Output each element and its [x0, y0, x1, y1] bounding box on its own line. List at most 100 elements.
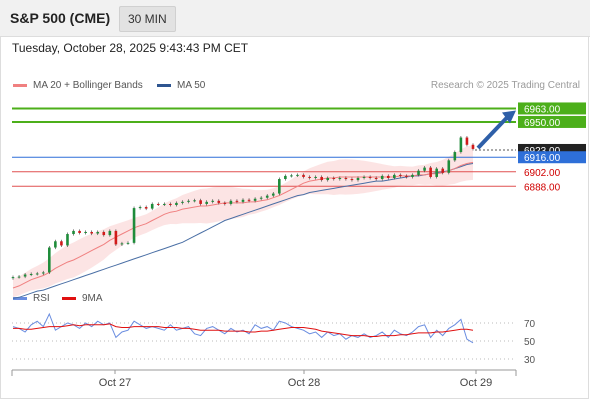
candle-23	[150, 203, 154, 209]
rsi-tick-1: 50	[524, 337, 536, 348]
level-label-3: 6902.00	[524, 168, 561, 179]
candle-65	[405, 175, 408, 177]
level-tag-0: 6963.00	[524, 104, 561, 115]
candle-13	[90, 231, 93, 234]
candle-27	[175, 202, 178, 205]
candle-60	[374, 177, 378, 180]
candle-0	[11, 277, 15, 279]
candle-31	[199, 200, 202, 204]
candle-29	[187, 200, 190, 202]
symbol-title: S&P 500 (CME)	[10, 10, 111, 26]
candle-5	[41, 272, 45, 274]
x-tick-label-2: Oct 29	[460, 377, 492, 389]
candle-64	[399, 174, 402, 176]
level-tag-bg-2	[518, 151, 586, 164]
candle-17	[114, 230, 118, 245]
rsi-ma-line	[13, 323, 474, 337]
candle-67	[417, 170, 420, 175]
candle-39	[247, 199, 251, 201]
projection-arrow-shaft	[476, 115, 510, 150]
candle-48	[302, 174, 305, 177]
candle-22	[144, 207, 148, 209]
candle-19	[126, 242, 130, 244]
candle-73	[453, 152, 457, 161]
candle-42	[265, 195, 269, 198]
x-tick-label-1: Oct 28	[288, 377, 320, 389]
candle-3	[29, 273, 33, 275]
candle-11	[78, 230, 81, 233]
candle-56	[350, 179, 354, 181]
candle-50	[314, 176, 317, 178]
candle-57	[356, 177, 360, 181]
candle-4	[35, 273, 39, 275]
candle-14	[96, 231, 100, 234]
candle-1	[17, 276, 21, 278]
candle-41	[259, 197, 263, 199]
rsi-swatch	[13, 297, 27, 300]
x-tick-label-0: Oct 27	[99, 377, 131, 389]
candle-53	[332, 177, 336, 180]
candle-10	[72, 230, 75, 235]
rsi-label: RSI	[33, 293, 50, 304]
candle-46	[290, 175, 293, 177]
candle-40	[253, 198, 257, 201]
ma50-label: MA 50	[177, 80, 206, 91]
projection-arrow-head	[502, 110, 516, 124]
candle-2	[23, 274, 27, 277]
candle-15	[102, 231, 106, 236]
candle-49	[308, 176, 311, 178]
ma50-line	[12, 163, 474, 299]
rsi-line	[12, 312, 474, 344]
candle-20	[132, 208, 136, 243]
candle-58	[362, 176, 366, 178]
candle-25	[163, 203, 166, 205]
candle-51	[320, 176, 323, 181]
legend-ma50: MA 50	[157, 80, 205, 91]
chart-header: S&P 500 (CME) 30 MIN	[0, 0, 590, 37]
candle-43	[271, 193, 275, 196]
research-credit: Research © 2025 Trading Central	[430, 80, 580, 91]
candle-61	[380, 175, 384, 180]
candle-59	[368, 176, 372, 178]
candle-26	[169, 203, 172, 205]
level-tag-1: 6950.00	[524, 118, 561, 129]
candle-71	[441, 168, 445, 173]
legend-ma20: MA 20 + Bollinger Bands	[13, 80, 143, 91]
ma20-label: MA 20 + Bollinger Bands	[33, 80, 143, 91]
candle-28	[181, 201, 184, 203]
candle-68	[423, 167, 426, 171]
candle-70	[435, 168, 438, 177]
candle-8	[60, 241, 63, 246]
rsi-ma-swatch	[62, 297, 76, 300]
candle-72	[447, 160, 451, 173]
candle-9	[66, 234, 69, 246]
legend-rsi-ma: 9MA	[62, 293, 103, 304]
bollinger-band-area	[13, 144, 473, 298]
candle-12	[84, 231, 87, 233]
ma50-swatch	[157, 84, 171, 87]
candle-24	[156, 203, 160, 205]
candle-55	[344, 177, 348, 180]
candle-66	[411, 174, 414, 177]
ma20-swatch	[13, 84, 27, 87]
candle-63	[393, 174, 396, 178]
timestamp: Tuesday, October 28, 2025 9:43:43 PM CET	[12, 41, 249, 55]
candle-16	[108, 230, 112, 236]
candle-47	[296, 174, 299, 176]
level-tag-bg-1	[518, 115, 586, 128]
level-tag-2: 6916.00	[524, 153, 561, 164]
candle-44	[278, 179, 281, 194]
candle-62	[386, 175, 390, 178]
candle-18	[120, 243, 124, 245]
candle-38	[241, 199, 245, 202]
candle-45	[284, 175, 287, 180]
rsi-tick-2: 30	[524, 355, 536, 366]
candle-34	[217, 200, 221, 203]
candle-6	[48, 247, 51, 273]
chart-frame	[0, 36, 589, 399]
timeframe-button[interactable]: 30 MIN	[119, 6, 176, 32]
candle-54	[338, 177, 342, 180]
rsi-ma-label: 9MA	[82, 293, 103, 304]
level-label-4: 6888.00	[524, 182, 561, 193]
